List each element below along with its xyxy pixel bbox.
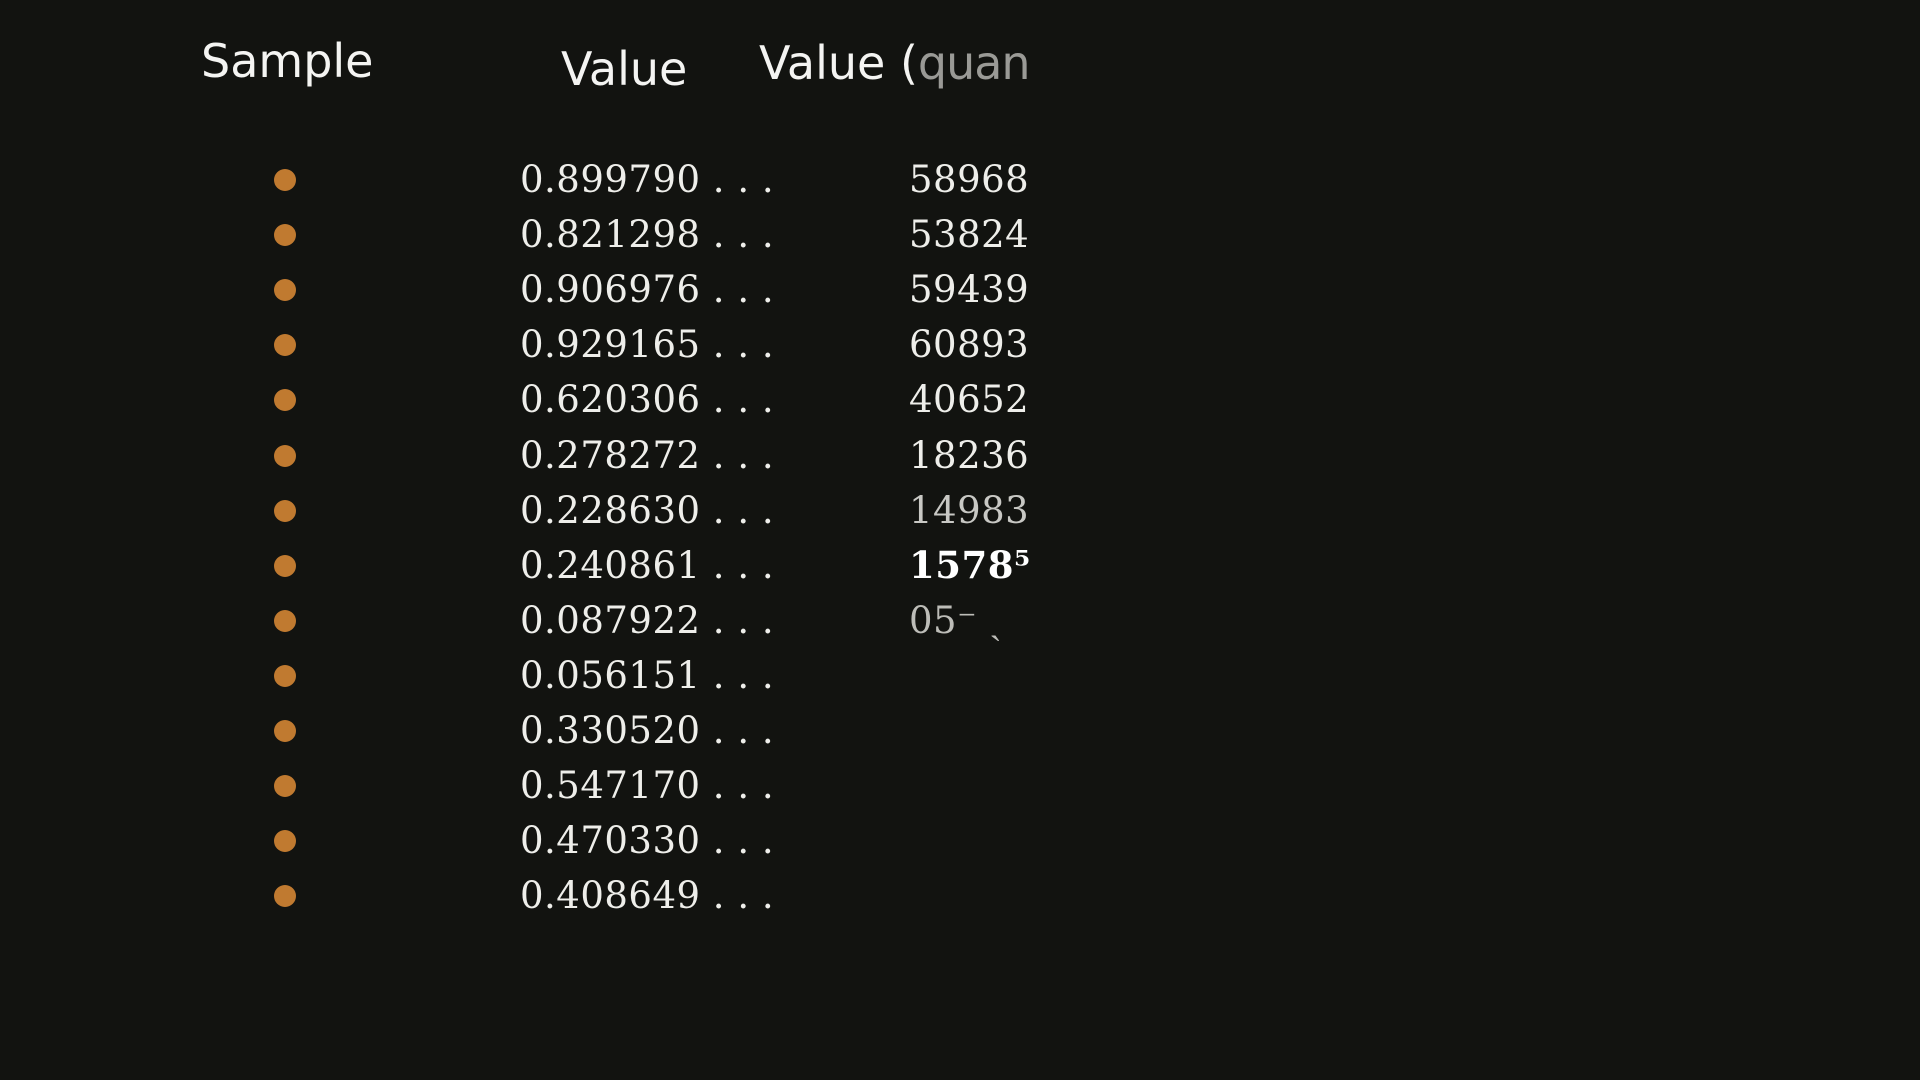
sample-dot bbox=[274, 609, 296, 632]
sample-quantized-value: 40652 bbox=[909, 378, 1030, 422]
quantized-header-visible: Value ( bbox=[759, 36, 918, 90]
sample-quantized-value: 14983 bbox=[909, 488, 1030, 532]
sample-dot bbox=[274, 499, 296, 522]
quantized-header-partial: quan bbox=[917, 36, 1031, 90]
quantized-value-column-header: Value (quan bbox=[759, 40, 1031, 86]
value-column-header: Value bbox=[561, 42, 688, 96]
sample-dot bbox=[274, 389, 296, 412]
sample-dot bbox=[274, 444, 296, 467]
sample-value: 0.470330 . . . bbox=[520, 819, 775, 863]
sample-value: 0.547170 . . . bbox=[520, 764, 775, 808]
sample-quantized-value: 60893 bbox=[909, 323, 1030, 367]
sample-dot bbox=[274, 169, 296, 191]
sample-quantized-value: 1578⁵ bbox=[909, 542, 1031, 587]
sample-value: 0.620306 . . . bbox=[520, 378, 775, 422]
sample-dot bbox=[274, 279, 296, 302]
sample-value: 0.056151 . . . bbox=[520, 653, 775, 697]
sample-dot bbox=[274, 775, 296, 798]
sample-value: 0.330520 . . . bbox=[520, 709, 775, 752]
sample-quantized-value: 18236 bbox=[909, 433, 1030, 477]
sample-dot bbox=[274, 224, 296, 247]
sample-quantized-value: 05⁻ ˎ bbox=[909, 598, 1003, 642]
sample-value: 0.906976 . . . bbox=[520, 268, 775, 312]
sample-value: 0.821298 . . . bbox=[520, 213, 775, 257]
sample-value: 0.278272 . . . bbox=[520, 433, 775, 477]
sample-quantized-value: 53824 bbox=[909, 213, 1030, 257]
sample-quantized-value: 59439 bbox=[909, 268, 1030, 312]
sample-column-header: Sample bbox=[201, 34, 374, 88]
sample-dot bbox=[274, 885, 296, 908]
sample-dot bbox=[274, 554, 296, 577]
sample-dot bbox=[274, 830, 296, 853]
sample-quantized-value: 58968 bbox=[909, 158, 1030, 201]
sample-value: 0.899790 . . . bbox=[520, 158, 775, 201]
sample-value: 0.929165 . . . bbox=[520, 323, 775, 367]
sample-value: 0.087922 . . . bbox=[520, 598, 775, 642]
sample-dot bbox=[274, 720, 296, 742]
sample-value: 0.240861 . . . bbox=[520, 543, 775, 587]
sample-dot bbox=[274, 664, 296, 687]
sample-dot bbox=[274, 334, 296, 357]
sample-value: 0.408649 . . . bbox=[520, 874, 775, 918]
sample-value: 0.228630 . . . bbox=[520, 488, 775, 532]
